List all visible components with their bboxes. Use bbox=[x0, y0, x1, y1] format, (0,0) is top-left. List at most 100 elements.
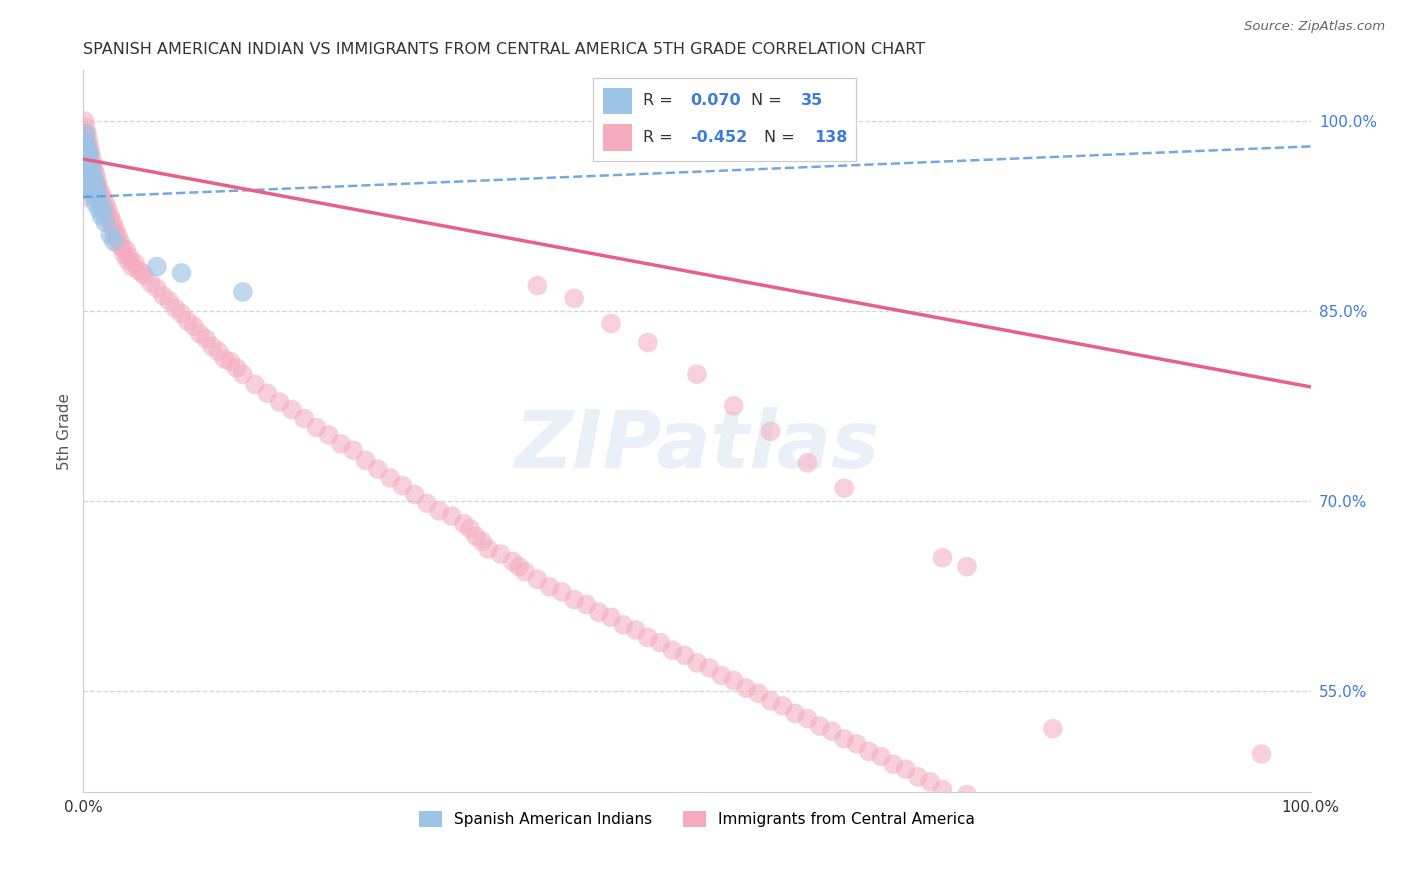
Point bbox=[416, 496, 439, 510]
Point bbox=[256, 386, 278, 401]
Point bbox=[80, 164, 103, 178]
Point bbox=[73, 152, 96, 166]
Legend: Spanish American Indians, Immigrants from Central America: Spanish American Indians, Immigrants fro… bbox=[412, 804, 983, 835]
Point bbox=[600, 610, 623, 624]
Point bbox=[710, 668, 733, 682]
Point bbox=[723, 673, 745, 688]
Point bbox=[1250, 747, 1272, 761]
Point bbox=[931, 550, 953, 565]
Point bbox=[551, 585, 574, 599]
Point bbox=[79, 145, 101, 160]
Point bbox=[112, 247, 135, 261]
Point bbox=[269, 395, 291, 409]
Point bbox=[80, 152, 103, 166]
Point bbox=[588, 605, 610, 619]
Point bbox=[131, 266, 153, 280]
Point bbox=[84, 178, 107, 192]
Point bbox=[73, 127, 96, 141]
Point bbox=[83, 178, 105, 192]
Point bbox=[612, 618, 634, 632]
Point bbox=[152, 289, 174, 303]
Point bbox=[76, 139, 98, 153]
Point bbox=[83, 164, 105, 178]
Point bbox=[117, 253, 139, 268]
Point bbox=[91, 202, 114, 217]
Point bbox=[80, 184, 103, 198]
Point bbox=[75, 120, 97, 135]
Text: ZIPatlas: ZIPatlas bbox=[515, 407, 879, 484]
Point bbox=[391, 478, 413, 492]
Point bbox=[146, 260, 169, 274]
Point bbox=[956, 559, 979, 574]
Point bbox=[79, 158, 101, 172]
Point bbox=[96, 209, 118, 223]
Point bbox=[134, 268, 156, 283]
Point bbox=[73, 158, 96, 172]
Point bbox=[90, 200, 112, 214]
Point bbox=[89, 202, 111, 217]
Point bbox=[1042, 722, 1064, 736]
Point bbox=[225, 360, 247, 375]
Point bbox=[562, 291, 585, 305]
Point bbox=[637, 631, 659, 645]
Point bbox=[513, 565, 536, 579]
Point bbox=[115, 243, 138, 257]
Point bbox=[170, 266, 193, 280]
Point bbox=[176, 314, 198, 328]
Point bbox=[956, 788, 979, 802]
Point bbox=[91, 193, 114, 207]
Point bbox=[82, 171, 104, 186]
Point bbox=[747, 686, 769, 700]
Point bbox=[354, 453, 377, 467]
Point bbox=[165, 301, 187, 316]
Point bbox=[103, 235, 125, 249]
Point bbox=[502, 555, 524, 569]
Point bbox=[75, 145, 97, 160]
Point bbox=[157, 293, 180, 308]
Point bbox=[118, 251, 141, 265]
Point bbox=[686, 656, 709, 670]
Point bbox=[93, 202, 115, 217]
Point bbox=[920, 774, 942, 789]
Point bbox=[75, 158, 97, 172]
Point bbox=[89, 190, 111, 204]
Point bbox=[73, 139, 96, 153]
Point bbox=[292, 411, 315, 425]
Point bbox=[76, 178, 98, 192]
Point bbox=[79, 158, 101, 172]
Point bbox=[128, 263, 150, 277]
Point bbox=[108, 235, 131, 249]
Point bbox=[785, 706, 807, 721]
Point bbox=[79, 164, 101, 178]
Point bbox=[98, 212, 121, 227]
Y-axis label: 5th Grade: 5th Grade bbox=[58, 392, 72, 470]
Point bbox=[75, 133, 97, 147]
Point bbox=[79, 152, 101, 166]
Point bbox=[697, 661, 720, 675]
Point bbox=[318, 428, 340, 442]
Point bbox=[86, 186, 108, 201]
Point bbox=[77, 145, 100, 160]
Point bbox=[94, 215, 117, 229]
Point bbox=[73, 145, 96, 160]
Point bbox=[661, 643, 683, 657]
Point bbox=[471, 534, 494, 549]
Point bbox=[686, 368, 709, 382]
Point bbox=[526, 572, 548, 586]
Point bbox=[453, 516, 475, 531]
Point bbox=[882, 757, 904, 772]
Text: Source: ZipAtlas.com: Source: ZipAtlas.com bbox=[1244, 20, 1385, 33]
Point bbox=[232, 285, 254, 299]
Point bbox=[378, 471, 401, 485]
Point bbox=[772, 698, 794, 713]
Point bbox=[98, 227, 121, 242]
Point bbox=[870, 749, 893, 764]
Point bbox=[73, 133, 96, 147]
Point bbox=[526, 278, 548, 293]
Point bbox=[427, 504, 450, 518]
Point bbox=[637, 335, 659, 350]
Point bbox=[723, 399, 745, 413]
Point bbox=[562, 592, 585, 607]
Point bbox=[77, 133, 100, 147]
Point bbox=[440, 508, 463, 523]
